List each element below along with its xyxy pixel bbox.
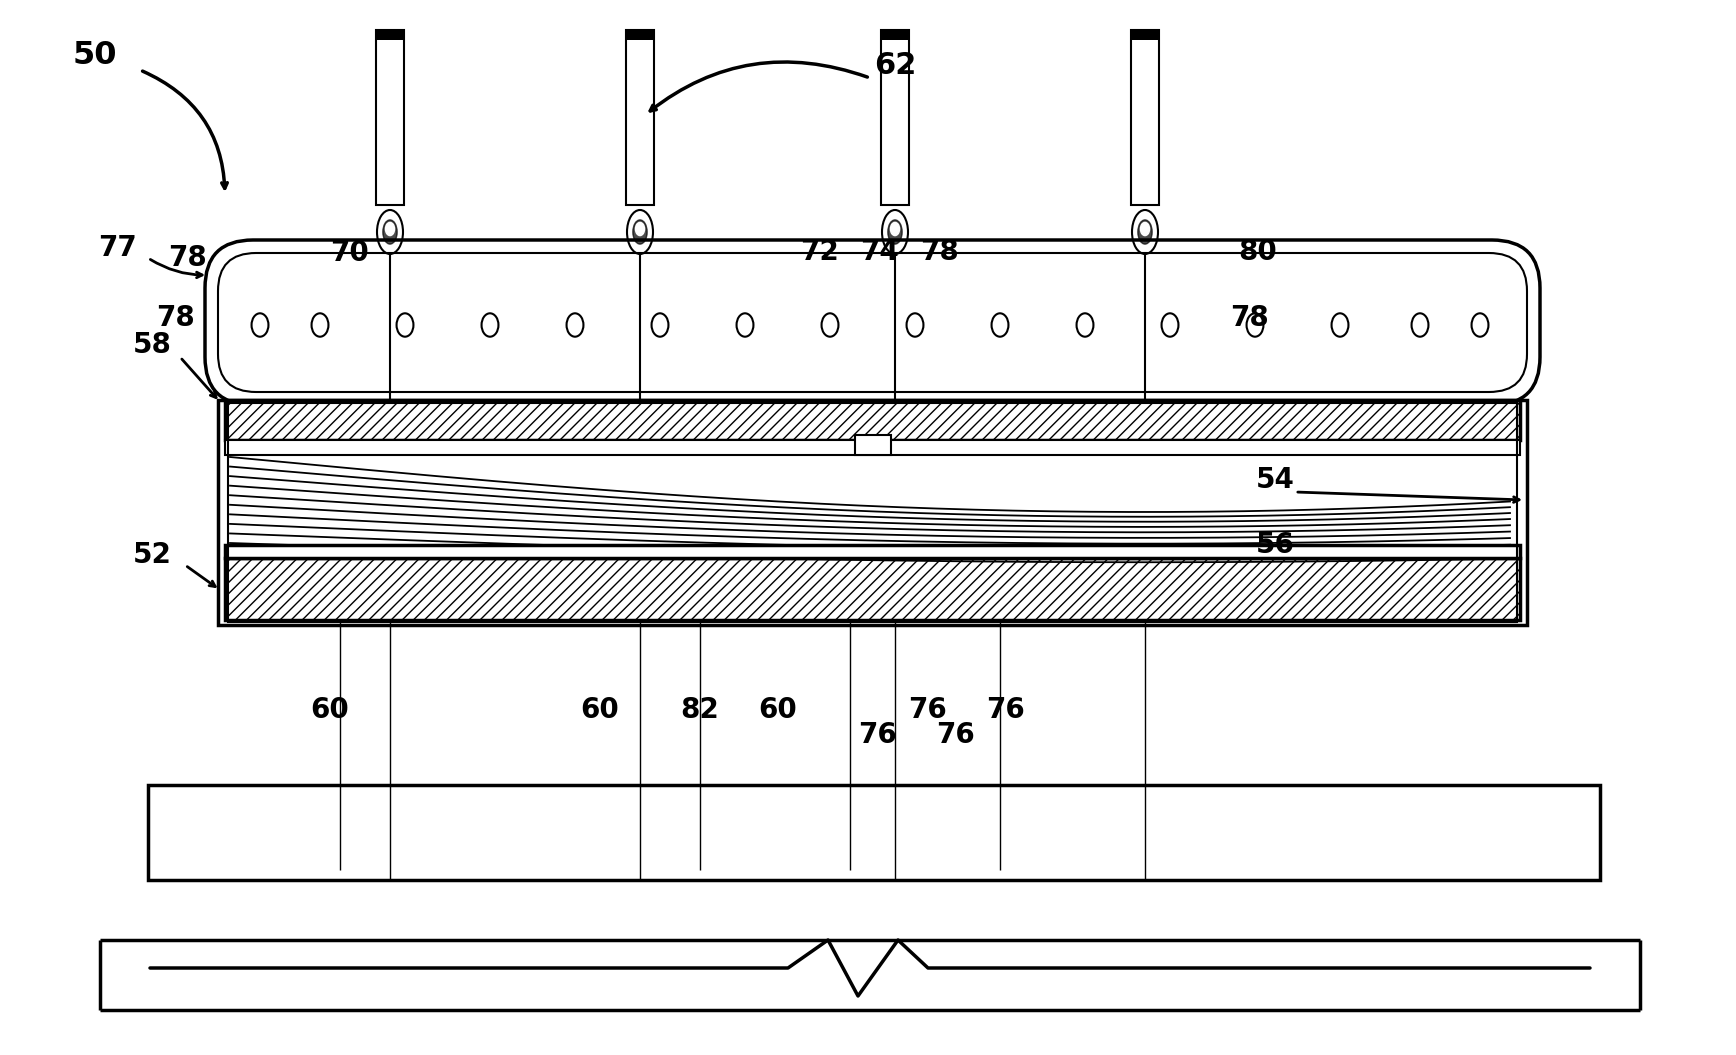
Text: 76: 76 [859,721,898,749]
Text: 70: 70 [330,239,370,267]
Text: 82: 82 [681,696,719,724]
Bar [627,30,654,40]
Text: 50: 50 [73,39,118,71]
Text: 62: 62 [873,51,917,79]
Text: 76: 76 [908,696,948,724]
Text: 76: 76 [986,696,1024,724]
Text: 80: 80 [1238,238,1278,266]
Bar [148,785,1601,880]
Ellipse shape [1137,219,1153,244]
Text: 78: 78 [168,244,207,272]
Ellipse shape [1141,223,1149,235]
Ellipse shape [634,219,648,244]
Bar [854,435,891,455]
Bar [1130,30,1160,40]
Bar [226,558,1521,620]
Bar [226,545,1521,558]
Text: 60: 60 [311,696,349,724]
Text: 77: 77 [99,234,137,262]
Text: 54: 54 [1255,466,1295,494]
Text: 58: 58 [132,331,172,359]
Bar [1130,30,1160,205]
Text: 60: 60 [759,696,797,724]
Text: 74: 74 [861,238,899,266]
Bar [227,403,1517,622]
Text: 78: 78 [156,304,194,332]
Ellipse shape [887,219,903,244]
Text: 72: 72 [800,238,840,266]
Bar [377,30,404,40]
Bar [880,30,910,205]
Ellipse shape [891,223,899,235]
Text: 76: 76 [936,721,974,749]
Text: 60: 60 [580,696,620,724]
Bar [226,400,1521,440]
Text: 78: 78 [920,238,960,266]
FancyBboxPatch shape [205,239,1540,405]
Bar [377,30,404,205]
Text: 52: 52 [132,541,172,569]
Text: 78: 78 [1231,304,1269,332]
Bar [219,400,1528,625]
Ellipse shape [384,219,398,244]
Ellipse shape [385,223,394,235]
Bar [880,30,910,40]
Ellipse shape [635,223,644,235]
Text: 56: 56 [1255,531,1295,559]
Bar [226,440,1521,455]
Bar [627,30,654,205]
